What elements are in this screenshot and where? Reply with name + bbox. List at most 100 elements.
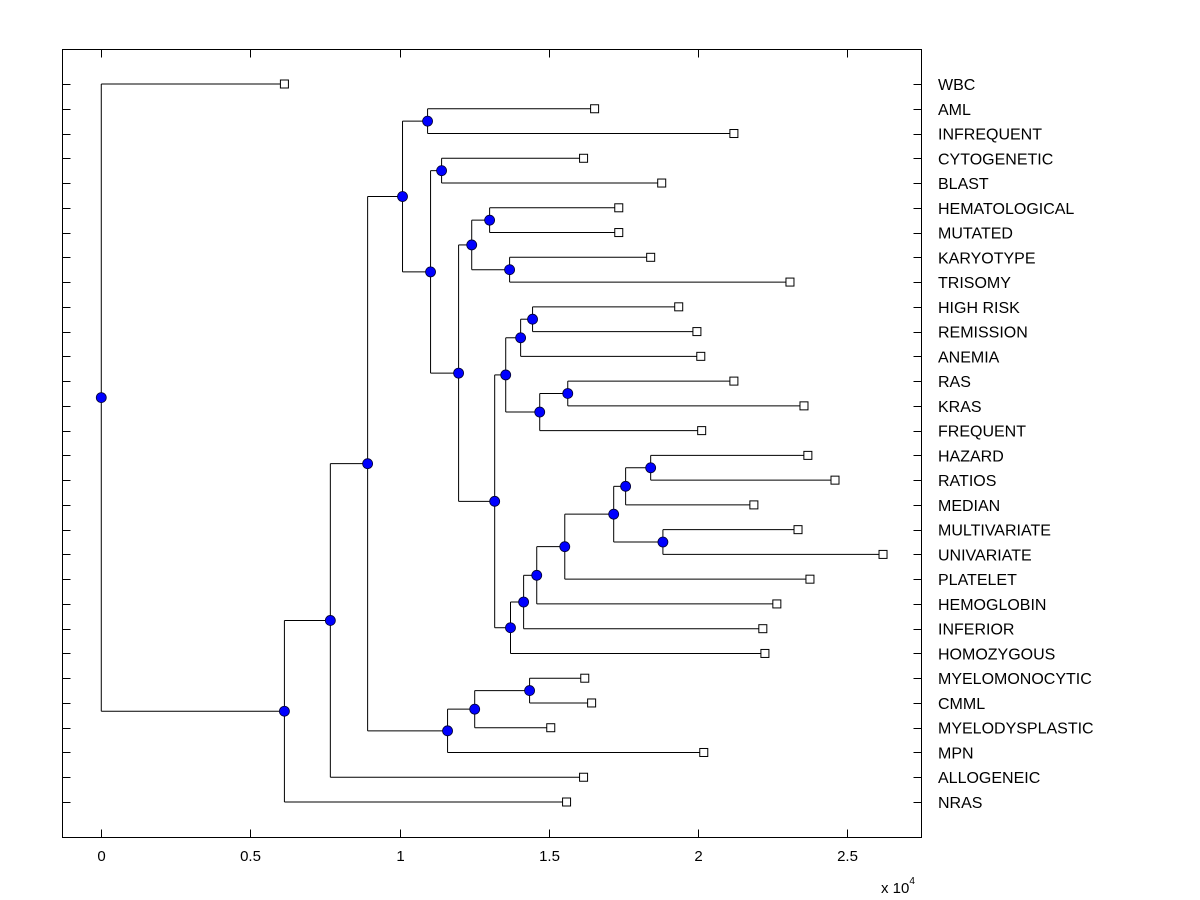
leaf-marker <box>614 228 624 238</box>
leaf-marker <box>562 797 572 807</box>
cluster-node <box>559 541 571 553</box>
leaf-marker <box>729 376 739 386</box>
cluster-node <box>531 569 543 581</box>
cluster-node <box>657 536 669 548</box>
leaf-label: CMML <box>938 696 985 713</box>
x-tick-label: 0 <box>97 848 105 865</box>
cluster-node <box>442 725 453 737</box>
cluster-node <box>397 191 408 202</box>
cluster-node <box>436 165 447 177</box>
cluster-node <box>489 495 501 507</box>
cluster-node <box>620 480 632 492</box>
cluster-node <box>504 264 515 276</box>
leaf-label: RAS <box>938 374 971 391</box>
leaf-label: RATIOS <box>938 473 996 490</box>
leaf-marker <box>279 79 289 89</box>
x-multiplier-label: x 104 <box>881 876 915 897</box>
leaf-label: WBC <box>938 77 975 94</box>
leaf-marker <box>546 723 556 733</box>
leaf-marker <box>579 772 589 782</box>
axis-ticks <box>62 49 922 838</box>
leaf-label: MPN <box>938 745 974 762</box>
leaf-label: HIGH RISK <box>938 300 1020 317</box>
leaf-label: HOMOZYGOUS <box>938 646 1055 663</box>
cluster-node <box>515 332 527 344</box>
cluster-node <box>95 392 107 404</box>
leaf-marker <box>580 673 590 683</box>
cluster-node <box>562 388 574 399</box>
leaf-marker <box>579 153 589 163</box>
leaf-marker <box>729 129 739 139</box>
x-tick-label: 1 <box>396 848 404 865</box>
cluster-node <box>484 214 496 226</box>
leaf-label: HEMATOLOGICAL <box>938 201 1074 218</box>
leaf-label: INFERIOR <box>938 622 1014 639</box>
cluster-node <box>518 596 530 608</box>
cluster-node <box>645 462 657 474</box>
cluster-node <box>505 622 516 634</box>
leaf-label: HAZARD <box>938 448 1004 465</box>
leaf-label: KRAS <box>938 399 982 416</box>
leaf-label: INFREQUENT <box>938 127 1042 144</box>
cluster-node <box>425 266 436 278</box>
cluster-node <box>362 458 374 470</box>
cluster-node <box>524 685 535 696</box>
leaf-marker <box>793 525 803 535</box>
x-tick-label: 2.5 <box>837 848 858 865</box>
leaf-marker <box>830 475 840 485</box>
leaf-marker <box>878 549 888 559</box>
leaf-markers <box>279 79 888 807</box>
leaf-marker <box>749 500 759 510</box>
cluster-node <box>534 406 546 418</box>
leaf-marker <box>696 351 706 361</box>
leaf-label: UNIVARIATE <box>938 547 1032 564</box>
leaf-label: MYELOMONOCYTIC <box>938 671 1092 688</box>
leaf-label: CYTOGENETIC <box>938 151 1053 168</box>
leaf-label: BLAST <box>938 176 989 193</box>
leaf-label: AML <box>938 102 971 119</box>
cluster-node <box>469 703 481 715</box>
leaf-marker <box>692 327 702 337</box>
cluster-node <box>466 239 478 251</box>
leaf-label: NRAS <box>938 795 982 812</box>
leaf-marker <box>646 252 656 262</box>
leaf-label: FREQUENT <box>938 424 1026 441</box>
leaf-label: KARYOTYPE <box>938 250 1036 267</box>
leaf-label: MYELODYSPLASTIC <box>938 721 1094 738</box>
leaf-label: HEMOGLOBIN <box>938 597 1046 614</box>
leaf-label: ALLOGENEIC <box>938 770 1040 787</box>
leaf-marker <box>760 648 770 658</box>
leaf-marker <box>587 698 597 708</box>
leaf-label: MEDIAN <box>938 498 1000 515</box>
leaf-marker <box>758 624 768 634</box>
node-markers <box>95 115 669 737</box>
leaf-marker <box>674 302 684 312</box>
leaf-label: REMISSION <box>938 325 1028 342</box>
cluster-node <box>608 508 620 520</box>
leaf-marker <box>805 574 815 584</box>
leaf-marker <box>799 401 809 411</box>
cluster-node <box>500 369 512 381</box>
cluster-node <box>453 367 464 379</box>
cluster-node <box>324 615 336 626</box>
leaf-marker <box>803 450 813 460</box>
cluster-node <box>527 313 538 325</box>
leaf-label: MULTIVARIATE <box>938 523 1051 540</box>
leaf-marker <box>614 203 624 213</box>
leaf-marker <box>697 426 707 436</box>
leaf-marker <box>785 277 795 287</box>
x-tick-label: 0.5 <box>240 848 261 865</box>
leaf-label: PLATELET <box>938 572 1017 589</box>
plot-area <box>62 49 922 838</box>
leaf-marker <box>657 178 667 188</box>
leaf-marker <box>699 747 709 757</box>
leaf-label: MUTATED <box>938 226 1013 243</box>
leaf-marker <box>590 104 600 114</box>
x-tick-label: 1.5 <box>539 848 560 865</box>
leaf-marker <box>772 599 782 609</box>
leaf-labels: WBC AML INFREQUENT CYTOGENETIC BLAST HEMATOLO… <box>938 77 1094 812</box>
x-tick-label: 2 <box>694 848 702 865</box>
leaf-label: ANEMIA <box>938 349 1000 366</box>
leaf-label: TRISOMY <box>938 275 1011 292</box>
